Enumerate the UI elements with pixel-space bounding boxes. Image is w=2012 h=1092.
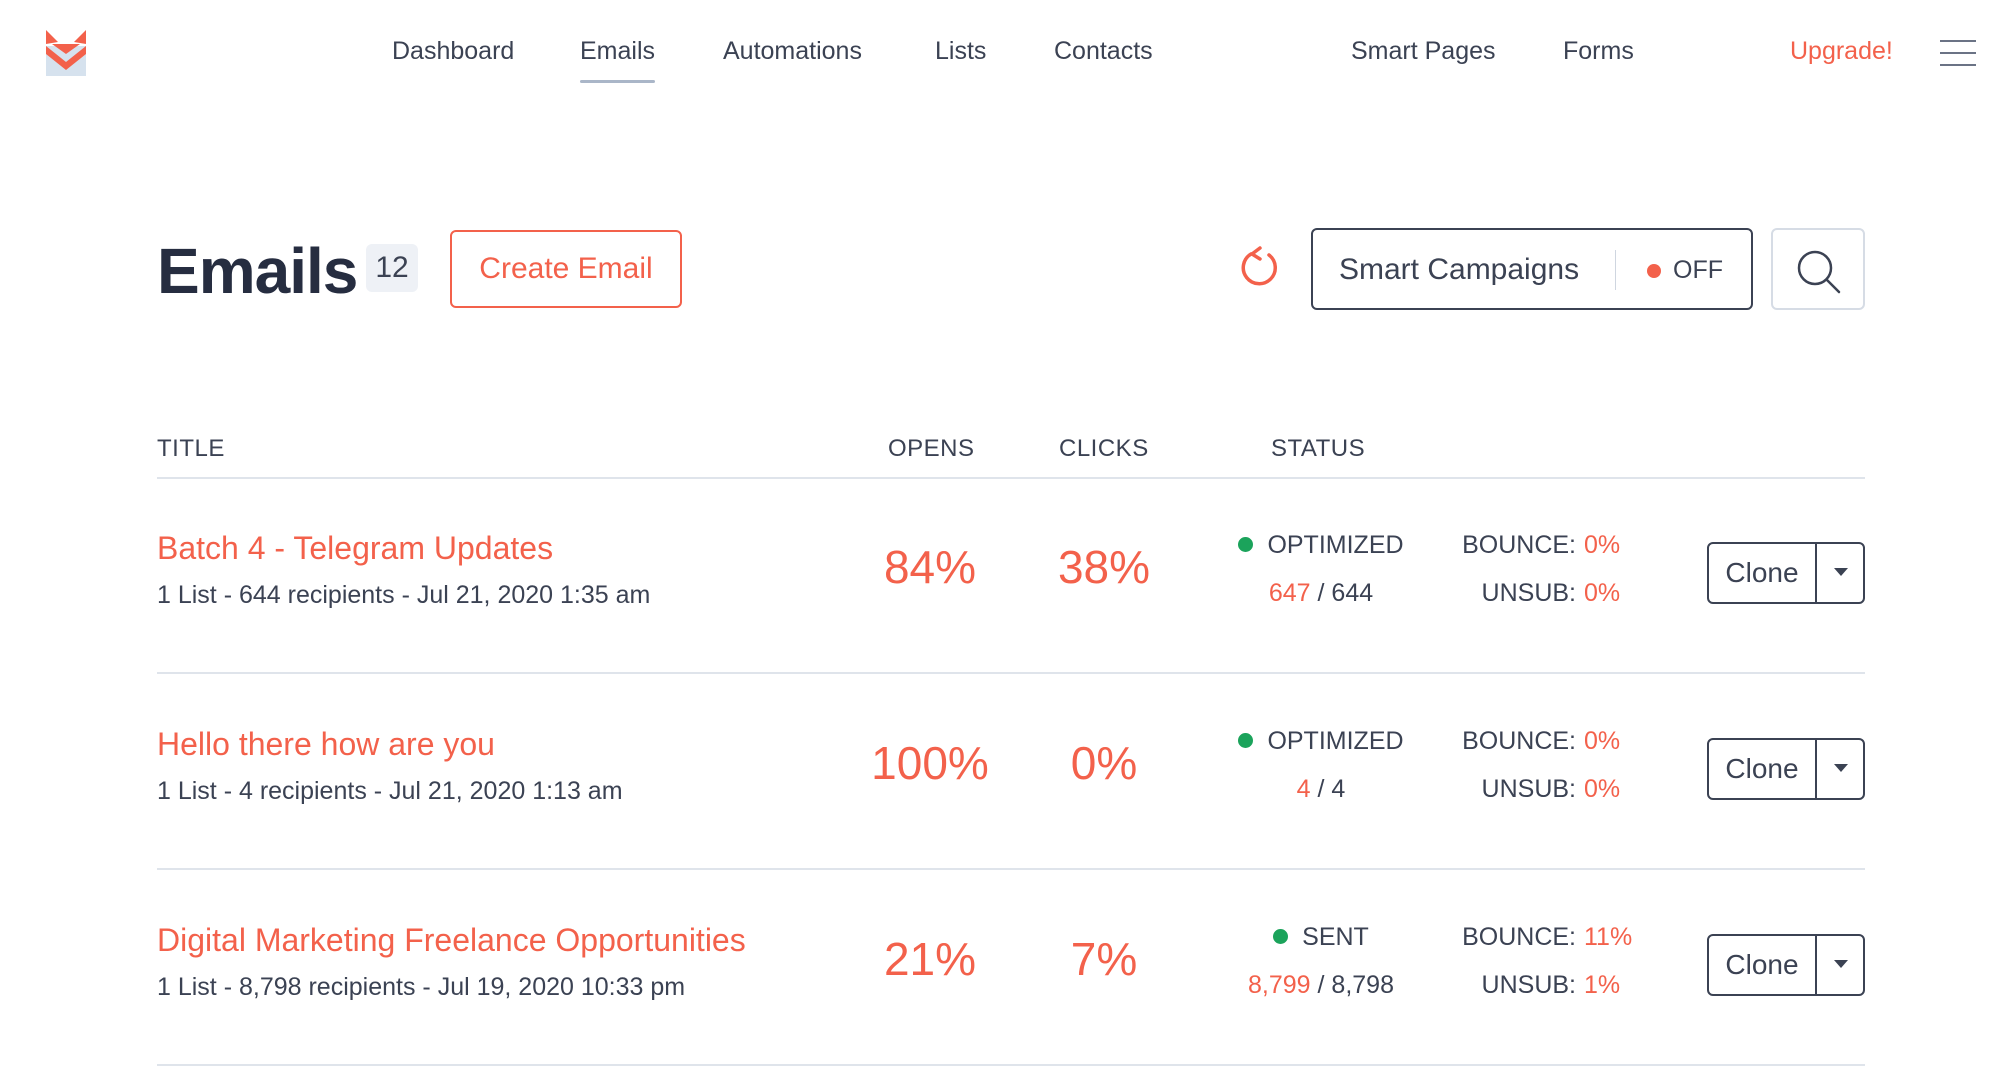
unsub-line: UNSUB: 1% — [1450, 970, 1640, 1000]
total-count: 8,798 — [1331, 971, 1394, 999]
table-row: Hello there how are you 1 List - 4 recip… — [0, 674, 2012, 870]
smart-campaigns-divider — [1615, 250, 1616, 290]
status-cell: OPTIMIZED 4 / 4 — [1210, 726, 1432, 804]
bounce-line: BOUNCE: 0% — [1450, 530, 1640, 560]
clone-button[interactable]: Clone — [1709, 740, 1817, 798]
clicks-rate: 0% — [1070, 737, 1138, 789]
row-divider — [157, 868, 1865, 870]
total-count: 644 — [1331, 579, 1374, 607]
bounce-line: BOUNCE: 11% — [1450, 922, 1640, 952]
bounce-value: 0% — [1584, 531, 1621, 559]
status-label: OPTIMIZED — [1267, 727, 1404, 755]
bounce-unsub-cell: BOUNCE: 11% UNSUB: 1% — [1450, 922, 1640, 1000]
bounce-unsub-cell: BOUNCE: 0% UNSUB: 0% — [1450, 726, 1640, 804]
smart-campaigns-label: Smart Campaigns — [1339, 253, 1580, 286]
bounce-label: BOUNCE: — [1462, 727, 1576, 755]
bounce-value: 0% — [1584, 727, 1621, 755]
total-count: 4 — [1331, 775, 1346, 803]
fox-envelope-logo[interactable] — [44, 28, 88, 78]
unsub-value: 0% — [1584, 579, 1621, 607]
unsub-value: 0% — [1584, 775, 1621, 803]
email-title-link[interactable]: Batch 4 - Telegram Updates — [157, 530, 554, 566]
email-meta: 1 List - 644 recipients - Jul 21, 2020 1… — [157, 581, 651, 609]
nav-smart-pages[interactable]: Smart Pages — [1351, 37, 1496, 65]
upgrade-link[interactable]: Upgrade! — [1790, 37, 1893, 65]
nav-emails[interactable]: Emails — [580, 37, 656, 83]
smart-campaigns-toggle[interactable]: Smart Campaigns OFF — [1311, 228, 1753, 310]
column-header-status: STATUS — [1271, 435, 1366, 462]
column-header-title: TITLE — [157, 435, 225, 462]
row-divider — [157, 1064, 1865, 1066]
clone-button-group: Clone — [1707, 934, 1865, 996]
column-header-clicks: CLICKS — [1059, 435, 1149, 462]
status-cell: OPTIMIZED 647 / 644 — [1210, 530, 1432, 608]
bounce-value: 11% — [1584, 923, 1633, 951]
nav-forms[interactable]: Forms — [1563, 37, 1634, 65]
clicks-rate: 7% — [1070, 933, 1138, 985]
bounce-label: BOUNCE: — [1462, 923, 1576, 951]
delivery-count: 8,799 / 8,798 — [1248, 971, 1394, 999]
status-dot-icon — [1273, 929, 1289, 944]
nav-automations[interactable]: Automations — [723, 37, 862, 65]
opens-rate: 21% — [883, 933, 977, 985]
hamburger-icon[interactable] — [1940, 40, 1976, 66]
clone-button-group: Clone — [1707, 738, 1865, 800]
search-button[interactable] — [1771, 228, 1865, 310]
clicks-rate: 38% — [1057, 541, 1151, 593]
status-label: OPTIMIZED — [1267, 531, 1404, 559]
clone-button[interactable]: Clone — [1709, 544, 1817, 602]
table-row: Digital Marketing Freelance Opportunitie… — [0, 870, 2012, 1066]
chevron-down-icon[interactable] — [1819, 936, 1863, 994]
status-label: SENT — [1302, 923, 1369, 951]
status-cell: SENT 8,799 / 8,798 — [1210, 922, 1432, 1000]
status-dot-icon — [1238, 733, 1254, 748]
unsub-label: UNSUB: — [1481, 775, 1576, 803]
create-email-button[interactable]: Create Email — [450, 230, 682, 308]
nav-contacts[interactable]: Contacts — [1054, 37, 1153, 65]
status-line: SENT — [1210, 922, 1432, 952]
unsub-label: UNSUB: — [1481, 579, 1576, 607]
smart-campaigns-status: OFF — [1673, 256, 1723, 284]
unsub-line: UNSUB: 0% — [1450, 774, 1640, 804]
email-meta: 1 List - 8,798 recipients - Jul 19, 2020… — [157, 973, 686, 1001]
page-title: Emails — [157, 235, 358, 307]
bounce-line: BOUNCE: 0% — [1450, 726, 1640, 756]
sent-count: 647 — [1268, 579, 1311, 607]
status-line: OPTIMIZED — [1210, 726, 1432, 756]
opens-rate: 100% — [871, 737, 989, 789]
email-title-link[interactable]: Digital Marketing Freelance Opportunitie… — [157, 922, 746, 958]
top-nav: Dashboard Emails Automations Lists Conta… — [0, 0, 2012, 104]
status-dot-icon — [1647, 264, 1661, 278]
email-count-badge: 12 — [366, 244, 418, 292]
unsub-label: UNSUB: — [1481, 971, 1576, 999]
nav-lists[interactable]: Lists — [935, 37, 987, 65]
email-meta: 1 List - 4 recipients - Jul 21, 2020 1:1… — [157, 777, 623, 805]
bounce-unsub-cell: BOUNCE: 0% UNSUB: 0% — [1450, 530, 1640, 608]
clone-button[interactable]: Clone — [1709, 936, 1817, 994]
chevron-down-icon[interactable] — [1819, 544, 1863, 602]
email-title-link[interactable]: Hello there how are you — [157, 726, 495, 762]
unsub-line: UNSUB: 0% — [1450, 578, 1640, 608]
table-row: Batch 4 - Telegram Updates 1 List - 644 … — [0, 478, 2012, 674]
opens-rate: 84% — [883, 541, 977, 593]
refresh-icon[interactable] — [1236, 244, 1284, 292]
nav-dashboard[interactable]: Dashboard — [392, 37, 515, 65]
sent-count: 8,799 — [1248, 971, 1311, 999]
row-divider — [157, 672, 1865, 674]
chevron-down-icon[interactable] — [1819, 740, 1863, 798]
delivery-count: 4 / 4 — [1296, 775, 1346, 803]
column-header-opens: OPENS — [888, 435, 975, 462]
bounce-label: BOUNCE: — [1462, 531, 1576, 559]
delivery-count: 647 / 644 — [1268, 579, 1374, 607]
clone-button-group: Clone — [1707, 542, 1865, 604]
status-line: OPTIMIZED — [1210, 530, 1432, 560]
header-divider — [157, 477, 1865, 479]
search-icon — [1797, 250, 1841, 294]
sent-count: 4 — [1296, 775, 1311, 803]
status-dot-icon — [1238, 537, 1254, 552]
unsub-value: 1% — [1584, 971, 1621, 999]
